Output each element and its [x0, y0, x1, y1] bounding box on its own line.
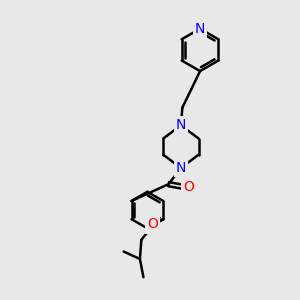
- Text: O: O: [183, 180, 194, 194]
- Text: O: O: [147, 218, 158, 232]
- Text: N: N: [195, 22, 205, 36]
- Text: N: N: [176, 118, 186, 132]
- Text: N: N: [176, 161, 186, 175]
